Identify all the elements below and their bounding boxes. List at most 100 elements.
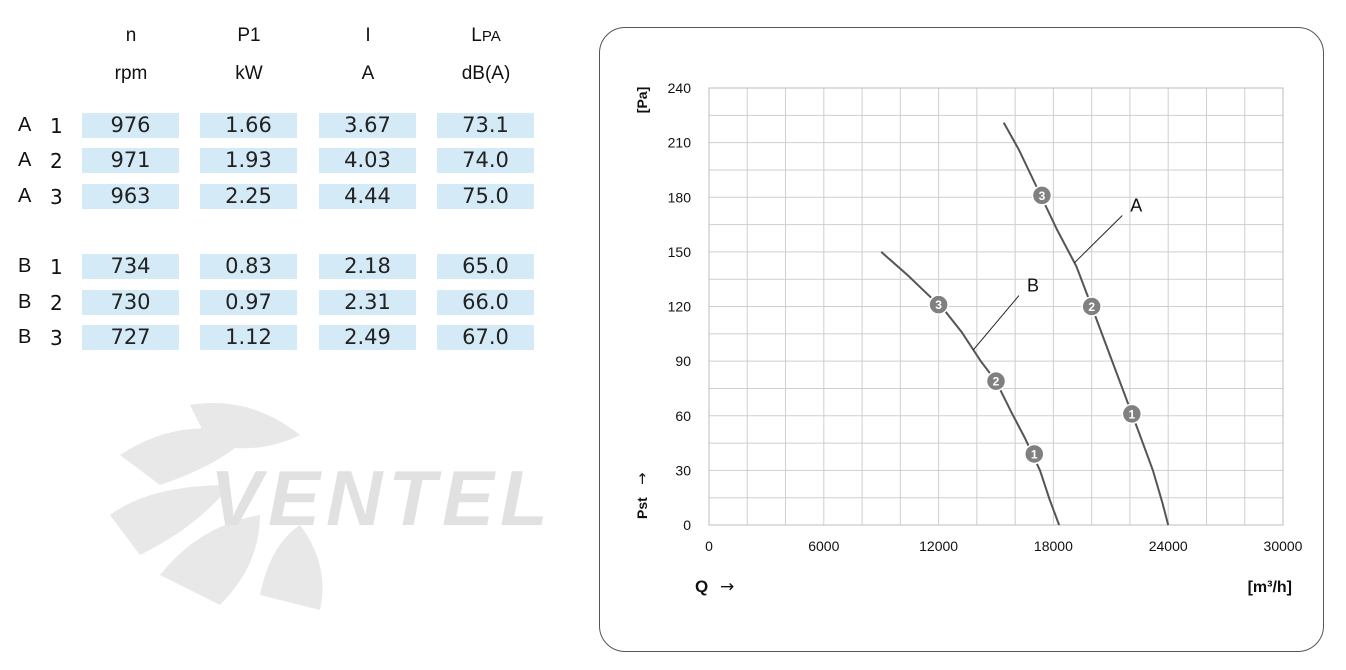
table-cell: 963	[82, 184, 179, 209]
row-curve-label: A	[18, 149, 32, 171]
y-axis-unit: [Pa]	[634, 87, 650, 113]
marker-circle	[1121, 403, 1143, 425]
y-tick-label: 60	[675, 408, 691, 424]
row-curve-label: B	[18, 291, 32, 313]
operating-point-marker: 2	[1081, 296, 1102, 317]
row-curve-label: B	[18, 255, 32, 277]
column-header-symbol: LPA	[437, 25, 535, 47]
x-tick-label: 24000	[1149, 538, 1188, 554]
ventel-watermark-logo: VENTEL	[110, 403, 554, 610]
table-cell: 727	[82, 325, 179, 350]
x-tick-label: 12000	[919, 538, 958, 554]
table-cell: 65.0	[437, 254, 534, 279]
fan-curve-chart: 0 6000 12000 18000 24000 30000 0 30 60 90 120 150 18…	[633, 80, 1303, 597]
table-cell: 0.97	[200, 290, 297, 315]
row-step-label: 1	[50, 114, 63, 138]
table-cell: 1.93	[200, 148, 297, 173]
table-cell: 4.03	[319, 148, 416, 173]
row-curve-label: B	[18, 326, 32, 348]
table-cell: 2.18	[319, 254, 416, 279]
table-cell: 0.83	[200, 254, 297, 279]
table-cell: 2.49	[319, 325, 416, 350]
table-cell: 1.12	[200, 325, 297, 350]
x-axis-unit: [m³/h]	[1248, 579, 1292, 596]
row-curve-label: A	[18, 185, 32, 207]
operating-point-marker: 3	[1031, 185, 1053, 206]
table-cell: 1.66	[200, 113, 297, 138]
y-tick-label: 240	[668, 80, 692, 96]
marker-label: 2	[1088, 300, 1095, 314]
x-axis-arrow: →	[720, 577, 734, 597]
table-cell: 976	[82, 113, 179, 138]
row-step-label: 3	[50, 185, 63, 209]
table-cell: 73.1	[437, 113, 534, 138]
column-header-unit: rpm	[114, 63, 148, 84]
operating-point-marker: 2	[985, 370, 1007, 392]
row-step-label: 2	[50, 149, 63, 173]
header-symbol-text: L	[471, 25, 482, 46]
y-tick-label: 0	[683, 517, 691, 533]
plot-frame	[708, 87, 1284, 526]
marker-circle	[1031, 185, 1053, 206]
y-tick-label: 30	[675, 462, 691, 478]
row-curve-label: A	[18, 114, 32, 136]
table-cell: 734	[82, 254, 179, 279]
operating-point-marker: 1	[1121, 403, 1143, 425]
row-step-label: 2	[50, 291, 63, 315]
series-label: B	[1027, 276, 1039, 296]
column-header-symbol: n	[82, 25, 180, 47]
marker-circle	[1081, 296, 1102, 317]
x-tick-label: 0	[705, 538, 713, 554]
marker-circle	[928, 294, 949, 315]
table-cell: 67.0	[437, 325, 534, 350]
y-tick-label: 120	[668, 299, 692, 315]
y-axis-label: Pst	[634, 497, 650, 519]
y-tick-label: 180	[668, 189, 692, 205]
table-cell: 971	[82, 148, 179, 173]
x-tick-label: 6000	[808, 538, 839, 554]
table-cell: 730	[82, 290, 179, 315]
header-symbol-text: I	[365, 25, 371, 46]
table-cell: 4.44	[319, 184, 416, 209]
marker-circle	[985, 370, 1007, 392]
x-tick-label: 30000	[1264, 538, 1303, 554]
header-symbol-text: n	[125, 25, 137, 46]
table-cell: 66.0	[437, 290, 534, 315]
header-symbol-subscript: PA	[481, 28, 501, 45]
column-header-unit: dB(A)	[461, 63, 511, 84]
table-cell: 75.0	[437, 184, 534, 209]
y-axis-arrow: →	[633, 472, 651, 485]
series-pointer-line	[972, 295, 1020, 351]
header-symbol-text: P1	[237, 25, 261, 46]
column-header-symbol: P1	[200, 25, 298, 47]
x-axis-label: Q	[695, 577, 708, 596]
marker-circle	[1024, 443, 1045, 465]
operating-point-marker: 1	[1024, 443, 1045, 465]
operating-point-marker: 3	[928, 294, 949, 315]
column-header-unit: A	[361, 63, 375, 84]
series-line-a	[1002, 122, 1170, 526]
series-pointer-line	[1074, 215, 1123, 264]
y-tick-label: 90	[675, 353, 691, 369]
fan-curve-chart-panel: 0 6000 12000 18000 24000 30000 0 30 60 90 120 150 18…	[599, 27, 1324, 652]
fan-blades-icon	[110, 403, 323, 610]
table-cell: 3.67	[319, 113, 416, 138]
marker-label: 2	[993, 375, 1000, 389]
column-header-symbol: I	[319, 25, 417, 47]
fan-performance-table: n rpm P1 kW I A LPA dB(A) A 1 976 1.66 3.67 73.1 A 2 971…	[0, 0, 580, 370]
x-tick-label: 18000	[1034, 538, 1073, 554]
row-step-label: 3	[50, 326, 63, 350]
series-label: A	[1130, 195, 1142, 215]
series-line-b	[880, 251, 1061, 526]
marker-label: 3	[1039, 189, 1046, 203]
watermark-text: VENTEL	[210, 454, 554, 542]
marker-label: 1	[1031, 447, 1038, 461]
marker-label: 1	[1129, 407, 1136, 421]
table-cell: 74.0	[437, 148, 534, 173]
marker-label: 3	[935, 298, 942, 312]
y-tick-label: 150	[668, 244, 692, 260]
column-header-unit: kW	[235, 63, 263, 84]
y-tick-label: 210	[668, 135, 692, 151]
table-cell: 2.31	[319, 290, 416, 315]
row-step-label: 1	[50, 255, 63, 279]
